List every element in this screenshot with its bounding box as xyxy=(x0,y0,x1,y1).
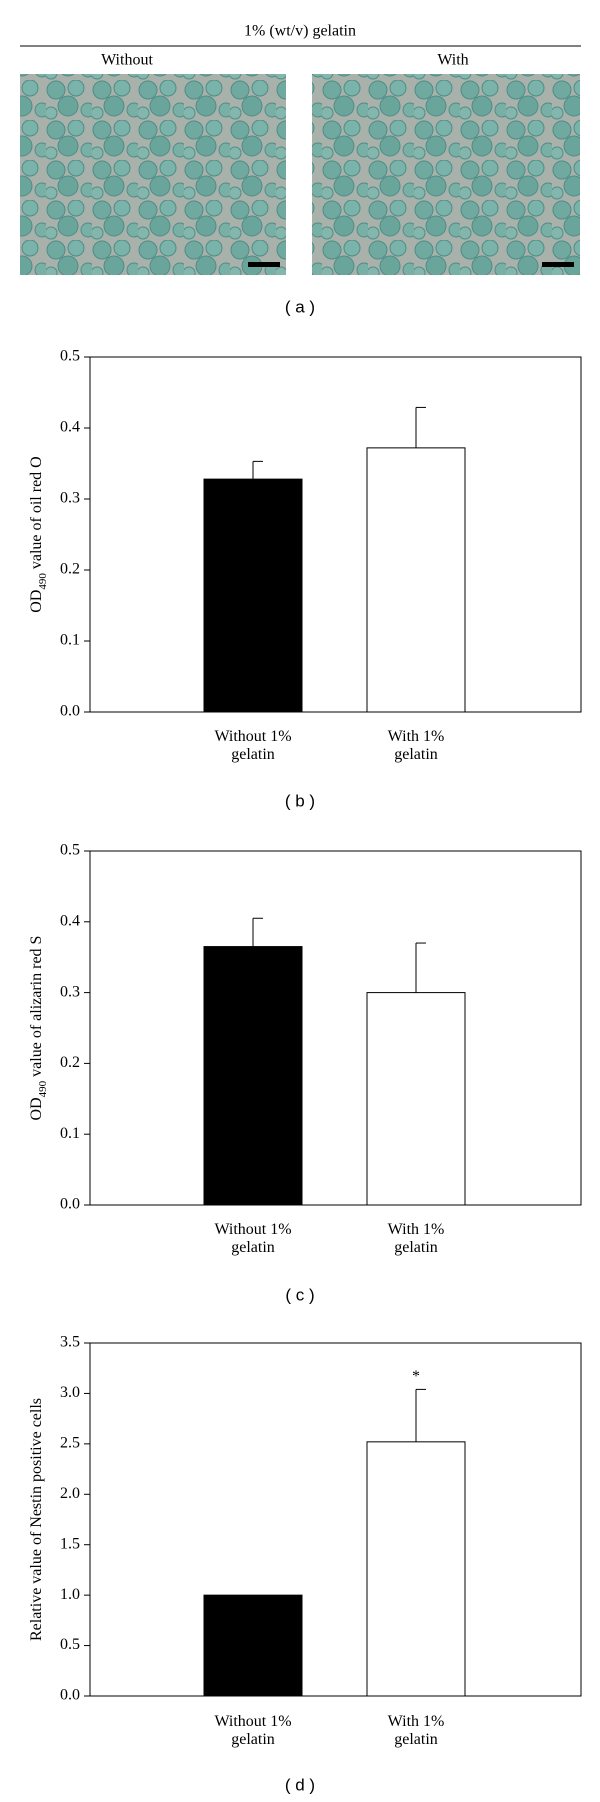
y-tick-label: 2.5 xyxy=(60,1435,80,1452)
y-axis-label: OD490 value of alizarin red S xyxy=(28,936,49,1121)
y-tick-label: 0.5 xyxy=(60,348,80,365)
error-bar xyxy=(415,406,426,448)
caption: ( b ) xyxy=(285,791,315,810)
y-tick-label: 2.0 xyxy=(60,1485,80,1502)
error-bar xyxy=(252,917,263,947)
y-axis-label-main: OD xyxy=(28,1097,45,1120)
error-bar xyxy=(252,460,263,480)
y-axis-label-rest: value of oil red O xyxy=(28,456,45,573)
y-axis-label-main: OD xyxy=(28,590,45,613)
y-tick-label: 0.4 xyxy=(60,912,80,929)
caption: ( d ) xyxy=(285,1775,315,1794)
bar xyxy=(366,1441,466,1697)
error-bar xyxy=(415,942,426,993)
micrograph xyxy=(312,74,580,275)
y-tick-label: 0.0 xyxy=(60,1687,80,1704)
y-tick-label: 3.0 xyxy=(60,1384,80,1401)
panel-title: 1% (wt/v) gelatin xyxy=(244,23,356,40)
y-tick-label: 0.3 xyxy=(60,490,80,507)
y-tick-label: 0.0 xyxy=(60,1196,80,1213)
bar xyxy=(366,992,466,1206)
x-tick-label: With 1% gelatin xyxy=(387,1221,445,1256)
y-tick-label: 1.5 xyxy=(60,1535,80,1552)
y-axis-label-sub: 490 xyxy=(37,1080,49,1097)
bar xyxy=(203,1594,303,1697)
y-tick-label: 0.2 xyxy=(60,1054,80,1071)
significance-mark: * xyxy=(412,1368,420,1385)
y-axis-label: Relative value of Nestin positive cells xyxy=(28,1398,45,1641)
x-tick-label: Without 1% gelatin xyxy=(214,1713,292,1748)
y-axis-label-sub: 490 xyxy=(37,573,49,590)
y-tick-label: 1.0 xyxy=(60,1586,80,1603)
micrograph xyxy=(20,74,286,275)
x-tick-label: Without 1% gelatin xyxy=(214,728,292,763)
bar xyxy=(203,478,303,713)
y-tick-label: 0.1 xyxy=(60,632,80,649)
y-axis-label-rest: value of alizarin red S xyxy=(28,936,45,1081)
y-tick-label: 0.5 xyxy=(60,842,80,859)
caption: ( c ) xyxy=(285,1285,314,1304)
bar xyxy=(366,447,466,713)
x-tick-label: With 1% gelatin xyxy=(387,728,445,763)
plot-frame xyxy=(89,356,582,713)
image-label: Without xyxy=(101,52,153,69)
caption: ( a ) xyxy=(285,297,315,316)
y-tick-label: 0.3 xyxy=(60,983,80,1000)
y-tick-label: 0.1 xyxy=(60,1125,80,1142)
y-tick-label: 0.2 xyxy=(60,561,80,578)
y-tick-label: 0.0 xyxy=(60,703,80,720)
plot-frame xyxy=(89,1342,582,1697)
y-tick-label: 3.5 xyxy=(60,1334,80,1351)
error-bar xyxy=(415,1388,426,1442)
scale-bar xyxy=(542,262,574,267)
image-label: With xyxy=(437,52,468,69)
y-tick-label: 0.5 xyxy=(60,1636,80,1653)
scale-bar xyxy=(248,262,280,267)
x-tick-label: Without 1% gelatin xyxy=(214,1221,292,1256)
bar xyxy=(203,946,303,1206)
y-axis-label-main: Relative value of Nestin positive cells xyxy=(28,1398,45,1641)
plot-frame xyxy=(89,850,582,1206)
y-tick-label: 0.4 xyxy=(60,419,80,436)
x-tick-label: With 1% gelatin xyxy=(387,1713,445,1748)
y-axis-label: OD490 value of oil red O xyxy=(28,456,49,612)
